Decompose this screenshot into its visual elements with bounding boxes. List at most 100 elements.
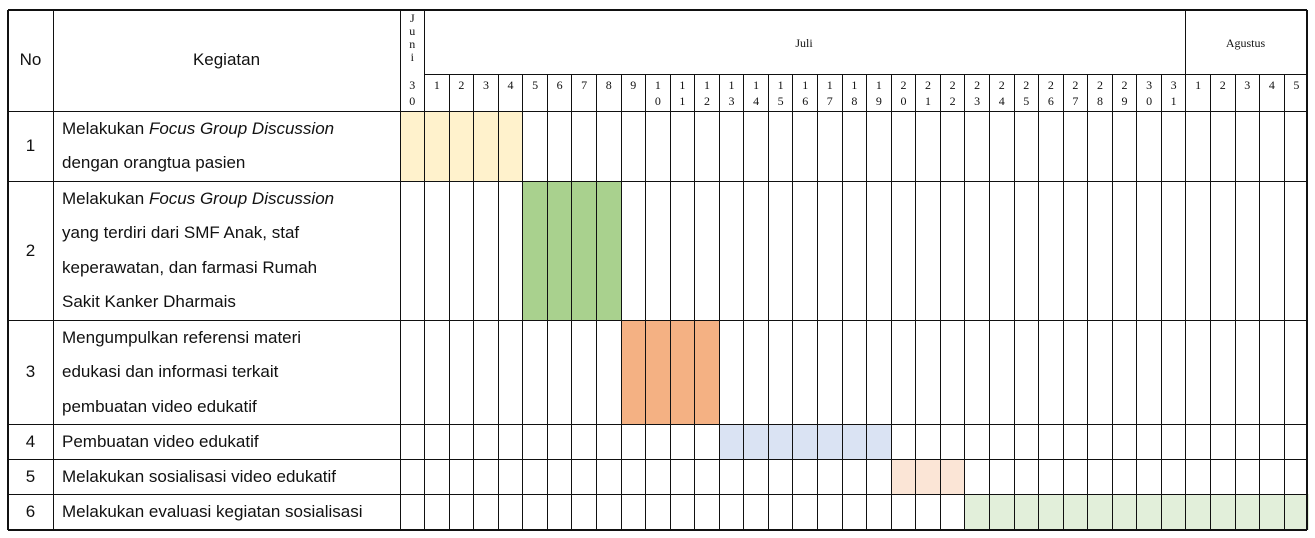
grid-line [424,73,1307,75]
grid-line [743,74,745,530]
day-number: 3 [1244,78,1251,92]
task-description-line: Mengumpulkan referensi materi [62,327,302,347]
grid-line [767,74,769,530]
task-number: 2 [25,240,36,260]
grid-line [1185,10,1187,530]
grid-line [546,74,548,530]
task-number: 3 [25,362,36,381]
grid-line [988,74,990,530]
grid-line [866,74,868,530]
grid-line [792,74,794,530]
grid-line [8,423,1307,425]
task-description-line: edukasi dan informasi terkait [62,362,279,381]
task-number: 5 [25,466,36,486]
grid-line [571,74,573,530]
task-number: 6 [25,502,36,521]
grid-line [473,74,475,530]
task-description-line: Melakukan Focus Group Discussion [62,118,335,138]
month-juli: Juli [795,36,813,50]
task-description-line: Melakukan sosialisasi video edukatif [62,466,337,486]
header-no: No [19,50,42,69]
grid-line [8,110,1307,112]
grid-line [841,74,843,530]
grid-line [1283,74,1285,530]
grid-line [1062,74,1064,530]
day-number: 4 [1268,78,1275,92]
grid-line [52,10,54,530]
grid-line [1209,74,1211,530]
grid-line [1234,74,1236,530]
task-bar-1 [400,111,523,181]
task-bar-5 [891,459,965,494]
grid-line [817,74,819,530]
day-number: 1 [1195,78,1202,92]
task-description-line: Melakukan Focus Group Discussion [62,188,335,208]
grid-line [620,74,622,530]
task-description-line: keperawatan, dan farmasi Rumah [62,257,318,277]
grid-line [8,180,1307,182]
day-number: 2 [458,78,465,92]
task-description-line: yang terdiri dari SMF Anak, staf [62,223,300,243]
day-number: 1 [433,78,440,92]
header-kegiatan: Kegiatan [192,50,261,69]
grid-line [1306,10,1308,530]
grid-line [8,458,1307,460]
grid-line [1013,74,1015,530]
day-number: 2 [1219,78,1226,92]
grid-line [8,319,1307,321]
grid-line [1160,74,1162,530]
grid-line [1259,74,1261,530]
task-bar-4 [719,424,892,459]
grid-line [1038,74,1040,530]
task-description-line: pembuatan video edukatif [62,396,257,416]
grid-line [964,74,966,530]
grid-line [595,74,597,530]
task-number: 1 [25,136,36,155]
day-number: 5 [1293,78,1300,92]
day-number: 4 [507,78,514,92]
grid-line [694,74,696,530]
day-number: 6 [556,78,563,92]
grid-line [8,529,1307,531]
day-number: 8 [605,78,612,92]
day-number: 7 [581,78,588,92]
grid-line [915,74,917,530]
task-description-line: Sakit Kanker Dharmais [62,292,236,312]
task-description-line: Pembuatan video edukatif [62,431,259,451]
day-number: 5 [532,78,539,92]
grid-line [669,74,671,530]
grid-line [8,9,1307,11]
grid-line [424,10,426,530]
task-description-line: dengan orangtua pasien [62,153,246,173]
grid-line [8,493,1307,495]
task-description-line: Melakukan evaluasi kegiatan sosialisasi [62,502,363,521]
grid-line [645,74,647,530]
grid-line [939,74,941,530]
grid-line [448,74,450,530]
grid-line [718,74,720,530]
grid-line [1136,74,1138,530]
